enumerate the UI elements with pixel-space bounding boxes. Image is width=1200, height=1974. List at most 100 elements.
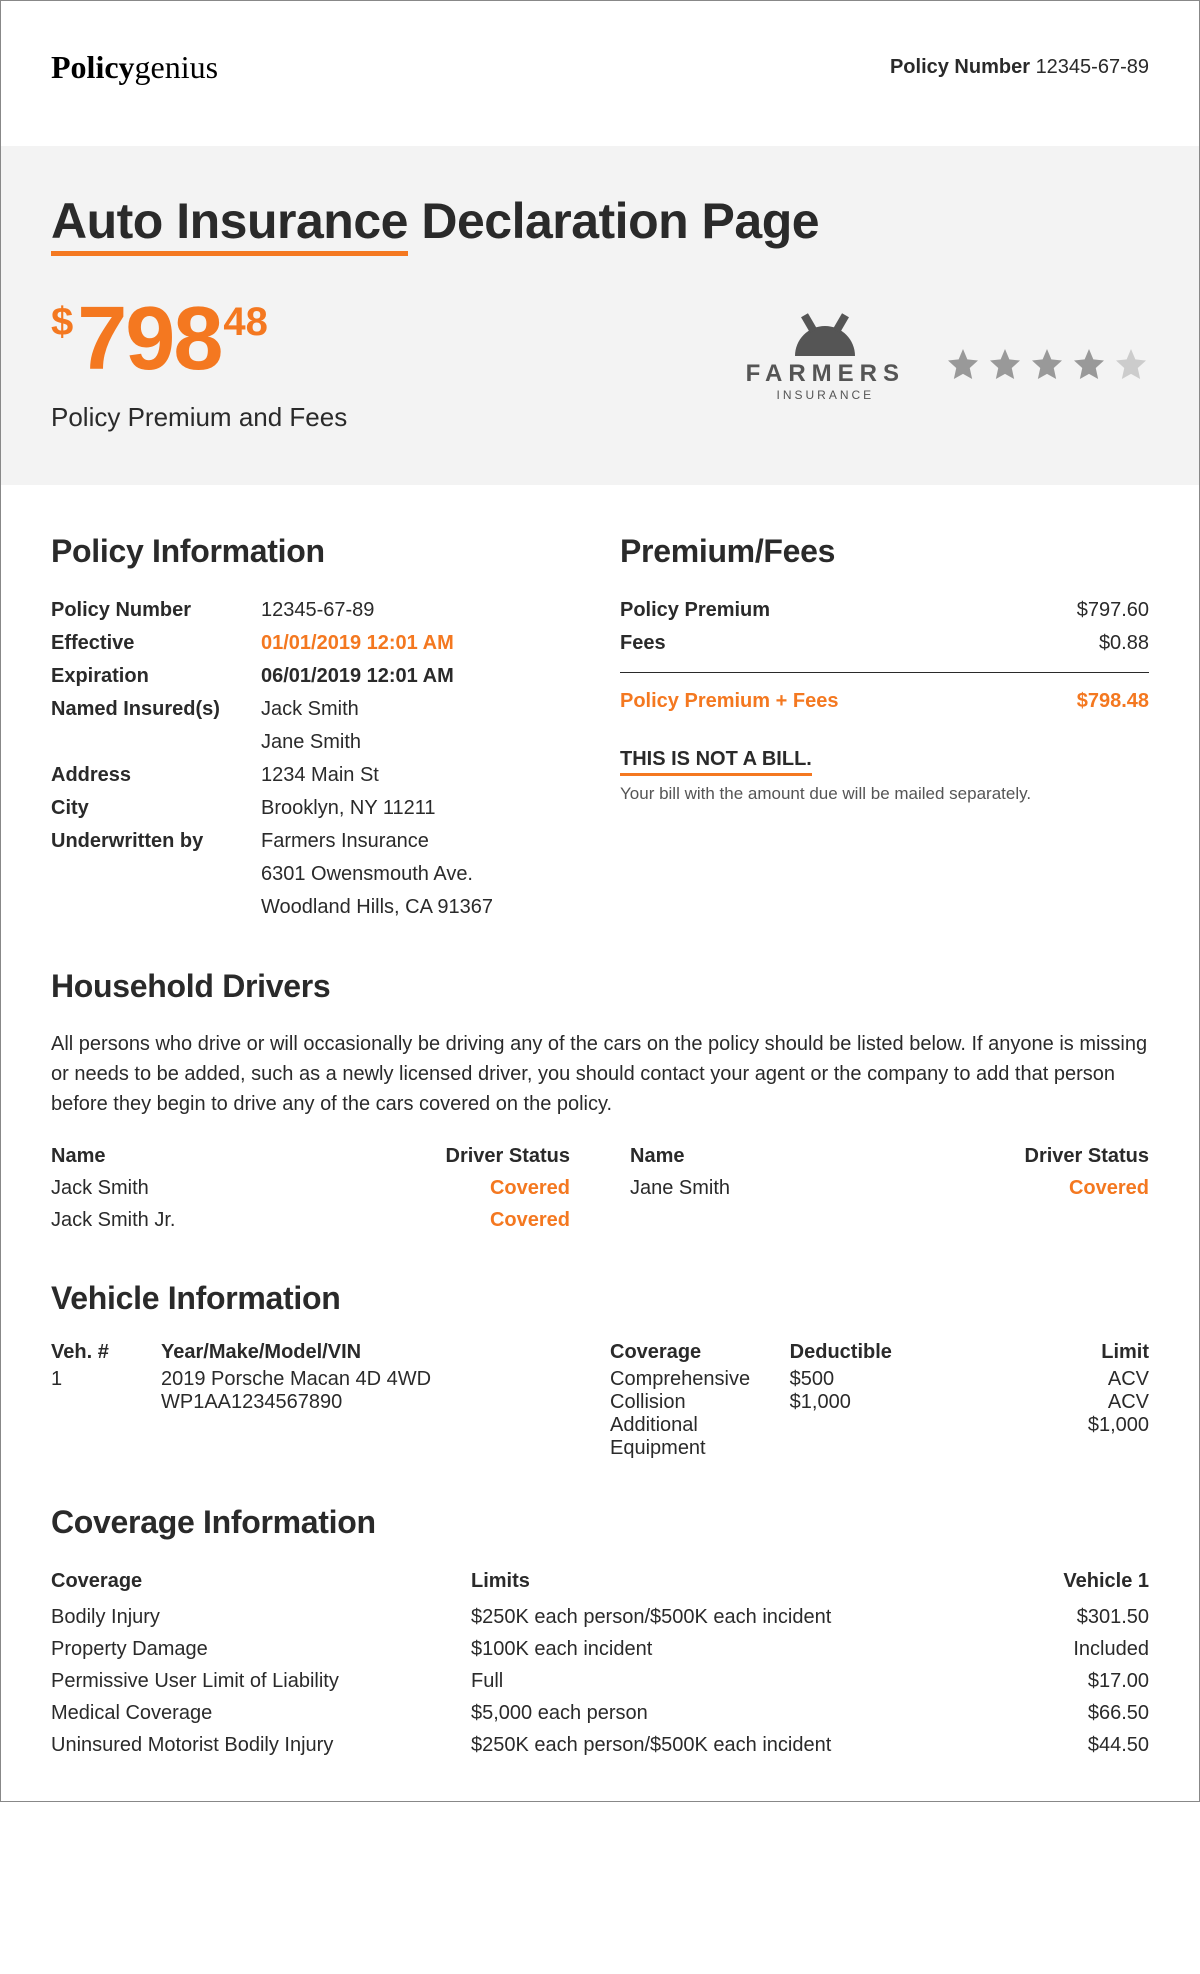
policy-info-heading: Policy Information <box>51 533 580 570</box>
coverage-name: Medical Coverage <box>51 1697 471 1729</box>
coverage-h2: Limits <box>471 1565 1009 1597</box>
header-policy-label: Policy Number <box>890 56 1030 78</box>
vehicle-cov-name: Additional Equipment <box>610 1414 790 1460</box>
fee-total-label: Policy Premium + Fees <box>620 685 838 718</box>
price-block: $ 798 48 Policy Premium and Fees <box>51 294 347 433</box>
fee-label: Fees <box>620 627 666 660</box>
coverage-row: Medical Coverage $5,000 each person $66.… <box>51 1697 1149 1729</box>
hero-section: Auto Insurance Declaration Page $ 798 48… <box>1 146 1199 485</box>
coverage-vehicle1: $66.50 <box>1009 1697 1149 1729</box>
drivers-heading: Household Drivers <box>51 968 1149 1005</box>
coverage-row: Permissive User Limit of Liability Full … <box>51 1665 1149 1697</box>
vehicle-num: 1 <box>51 1368 161 1414</box>
policy-info-key <box>51 858 261 891</box>
policy-info-row: Underwritten by Farmers Insurance <box>51 825 580 858</box>
driver-name: Jack Smith Jr. <box>51 1204 175 1236</box>
insurer-sun-icon <box>795 326 855 356</box>
vehicle-section: Vehicle Information Veh. # Year/Make/Mod… <box>51 1280 1149 1460</box>
brand-rest: genius <box>135 49 219 85</box>
fee-value: $0.88 <box>1099 627 1149 660</box>
vehicle-heading: Vehicle Information <box>51 1280 1149 1317</box>
policy-info-row: Named Insured(s) Jack Smith <box>51 693 580 726</box>
vehicle-cov-ded: $500 <box>790 1368 970 1391</box>
policy-info-row: Expiration 06/01/2019 12:01 AM <box>51 660 580 693</box>
coverage-limits: $100K each incident <box>471 1633 1009 1665</box>
bill-note: Your bill with the amount due will be ma… <box>620 784 1149 804</box>
header-bar: Policygenius Policy Number 12345-67-89 <box>1 1 1199 126</box>
policy-info-key: Named Insured(s) <box>51 693 261 726</box>
drivers-right-group: Name Driver Status Jane Smith Covered <box>630 1137 1149 1236</box>
drivers-col-status: Driver Status <box>446 1145 571 1168</box>
coverage-limits: $250K each person/$500K each incident <box>471 1729 1009 1761</box>
drivers-col-name: Name <box>51 1145 105 1168</box>
fee-total-row: Policy Premium + Fees $798.48 <box>620 685 1149 718</box>
vehicle-cov-name: Collision <box>610 1391 790 1414</box>
driver-name: Jane Smith <box>630 1172 730 1204</box>
rating-stars <box>945 346 1149 382</box>
fee-value: $797.60 <box>1077 594 1149 627</box>
vehicle-coverage-row: Comprehensive $500 ACV <box>610 1368 1149 1391</box>
policy-info-key <box>51 726 261 759</box>
coverage-limits: Full <box>471 1665 1009 1697</box>
fee-row: Fees $0.88 <box>620 627 1149 660</box>
vehicle-coverage-row: Collision $1,000 ACV <box>610 1391 1149 1414</box>
title-rest: Declaration Page <box>408 193 819 249</box>
vehicle-coverage-row: Additional Equipment $1,000 <box>610 1414 1149 1460</box>
price-dollar-sign: $ <box>51 302 73 342</box>
star-icon <box>987 346 1023 382</box>
coverage-row: Uninsured Motorist Bodily Injury $250K e… <box>51 1729 1149 1761</box>
policy-info-value: 12345-67-89 <box>261 594 580 627</box>
policy-info-key: City <box>51 792 261 825</box>
policy-info-key: Address <box>51 759 261 792</box>
title-underlined: Auto Insurance <box>51 193 408 256</box>
policy-info-key: Effective <box>51 627 261 660</box>
coverage-h1: Coverage <box>51 1565 471 1597</box>
insurer-logo: FARMERS INSURANCE <box>746 326 905 402</box>
policy-info-row: Address 1234 Main St <box>51 759 580 792</box>
fee-divider <box>620 672 1149 673</box>
policy-info-key: Underwritten by <box>51 825 261 858</box>
fee-total-value: $798.48 <box>1077 685 1149 718</box>
vehicle-cov-ded: $1,000 <box>790 1391 970 1414</box>
policy-info-value: Jack Smith <box>261 693 580 726</box>
policy-info-value: Farmers Insurance <box>261 825 580 858</box>
policy-info-section: Policy Information Policy Number 12345-6… <box>51 533 580 924</box>
brand-logo: Policygenius <box>51 49 218 86</box>
driver-name: Jack Smith <box>51 1172 149 1204</box>
policy-info-value: Jane Smith <box>261 726 580 759</box>
policy-info-row: Policy Number 12345-67-89 <box>51 594 580 627</box>
not-a-bill-label: THIS IS NOT A BILL. <box>620 748 812 776</box>
vehicle-h-lim: Limit <box>969 1341 1149 1364</box>
drivers-col-status: Driver Status <box>1025 1145 1150 1168</box>
coverage-limits: $5,000 each person <box>471 1697 1009 1729</box>
insurer-name: FARMERS <box>746 360 905 388</box>
policy-info-row: 6301 Owensmouth Ave. <box>51 858 580 891</box>
policy-info-row: Jane Smith <box>51 726 580 759</box>
star-icon <box>1113 346 1149 382</box>
drivers-desc: All persons who drive or will occasional… <box>51 1029 1149 1119</box>
vehicle-h-cov: Coverage <box>610 1341 790 1364</box>
policy-info-value: Brooklyn, NY 11211 <box>261 792 580 825</box>
drivers-left-group: Name Driver Status Jack Smith Covered Ja… <box>51 1137 570 1236</box>
price-caption: Policy Premium and Fees <box>51 402 347 433</box>
policy-info-row: City Brooklyn, NY 11211 <box>51 792 580 825</box>
driver-status: Covered <box>490 1204 570 1236</box>
insurer-block: FARMERS INSURANCE <box>746 326 1149 402</box>
star-icon <box>945 346 981 382</box>
vehicle-h-ded: Deductible <box>790 1341 970 1364</box>
policy-info-value: 6301 Owensmouth Ave. <box>261 858 580 891</box>
price-dollars: 798 <box>77 294 221 384</box>
coverage-vehicle1: $17.00 <box>1009 1665 1149 1697</box>
policy-info-value: 06/01/2019 12:01 AM <box>261 660 580 693</box>
policy-info-key <box>51 891 261 924</box>
insurer-subtitle: INSURANCE <box>746 388 905 402</box>
header-policy-number: Policy Number 12345-67-89 <box>890 56 1149 79</box>
star-icon <box>1071 346 1107 382</box>
coverage-name: Property Damage <box>51 1633 471 1665</box>
policy-info-key: Policy Number <box>51 594 261 627</box>
coverage-row: Bodily Injury $250K each person/$500K ea… <box>51 1601 1149 1633</box>
driver-status: Covered <box>1069 1172 1149 1204</box>
driver-status: Covered <box>490 1172 570 1204</box>
policy-info-row: Effective 01/01/2019 12:01 AM <box>51 627 580 660</box>
star-icon <box>1029 346 1065 382</box>
